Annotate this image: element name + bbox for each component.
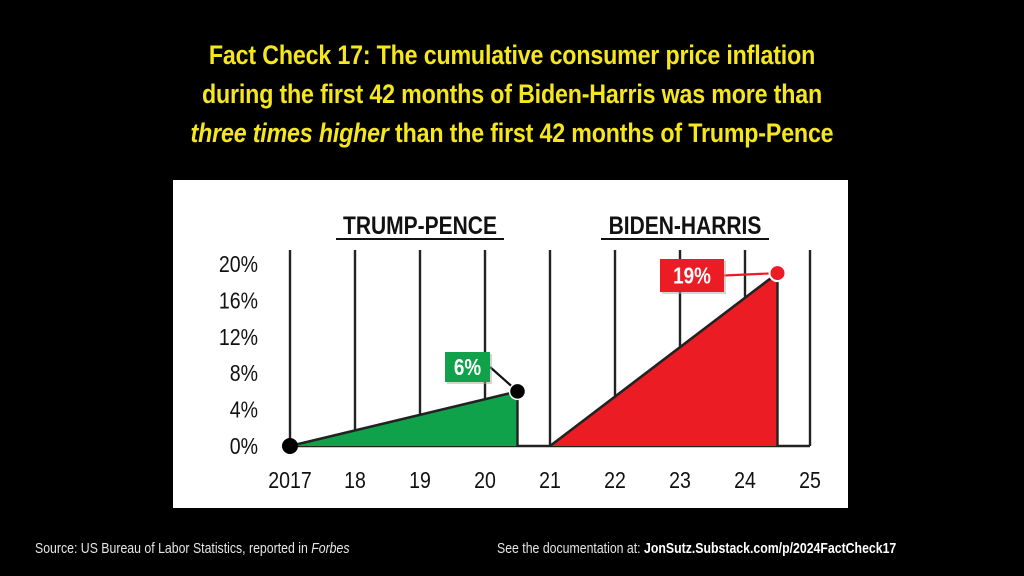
source-publication: Forbes [311, 540, 350, 557]
doc-link[interactable]: JonSutz.Substack.com/p/2024FactCheck17 [644, 540, 897, 557]
x-tick-label: 23 [669, 468, 691, 494]
y-tick-label: 8% [230, 361, 258, 387]
series-areas [289, 272, 779, 448]
series-end-marker [768, 264, 787, 283]
y-tick-label: 12% [219, 324, 258, 350]
headline-line-3: three times higher than the first 42 mon… [72, 114, 953, 153]
series-end-marker [508, 382, 527, 401]
callout-value: 6% [454, 355, 482, 380]
source-text: Source: US Bureau of Labor Statistics, r… [35, 540, 312, 557]
headline-line-2: during the first 42 months of Biden-Harr… [202, 79, 822, 109]
headline-line-3-rest: than the first 42 months of Trump-Pence [388, 118, 834, 148]
series-header-1: BIDEN-HARRIS [609, 211, 762, 239]
x-tick-label: 20 [474, 468, 496, 494]
x-tick-label: 22 [604, 468, 626, 494]
x-tick-label: 25 [799, 468, 821, 494]
y-tick-label: 4% [230, 397, 258, 423]
headline-emphasis: three times higher [190, 118, 389, 148]
x-axis-labels: 2017 18 19 20 21 22 23 24 25 [268, 468, 821, 494]
series-headers: TRUMP-PENCE BIDEN-HARRIS [336, 211, 769, 240]
y-tick-label: 0% [230, 434, 258, 460]
callout-box [660, 259, 724, 292]
callout-value: 19% [673, 264, 711, 289]
documentation-note: See the documentation at: JonSutz.Substa… [497, 540, 896, 557]
series-header-0: TRUMP-PENCE [343, 211, 497, 239]
x-tick-label: 21 [539, 468, 561, 494]
callout-box [445, 352, 490, 382]
callouts: 6% 19% [282, 259, 787, 454]
source-note: Source: US Bureau of Labor Statistics, r… [35, 540, 349, 557]
y-tick-label: 16% [219, 288, 258, 314]
x-tick-label: 24 [734, 468, 756, 494]
doc-text: See the documentation at: [497, 540, 645, 557]
y-tick-label: 20% [219, 252, 258, 278]
y-axis-labels: 20% 16% 12% 8% 4% 0% [219, 252, 258, 460]
headline: Fact Check 17: The cumulative consumer p… [72, 36, 953, 153]
series-start-marker [282, 438, 298, 454]
headline-line-1: Fact Check 17: The cumulative consumer p… [208, 40, 816, 70]
series-trend-line [549, 272, 779, 448]
x-tick-label: 18 [344, 468, 366, 494]
x-tick-label: 2017 [268, 468, 311, 494]
series-trend-line [289, 390, 518, 448]
x-tick-label: 19 [409, 468, 431, 494]
